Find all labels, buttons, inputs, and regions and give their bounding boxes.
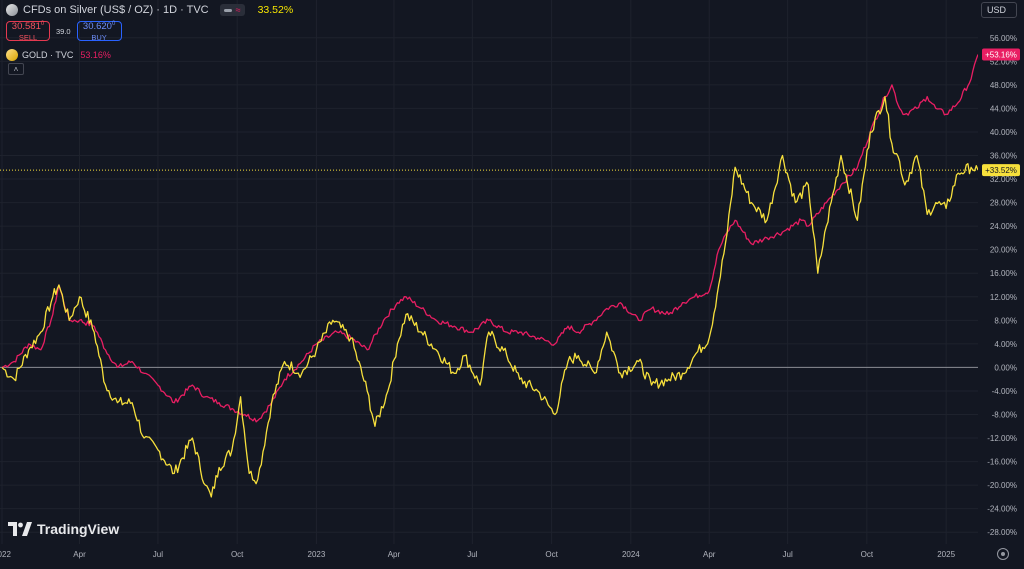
y-axis-background — [978, 0, 1024, 569]
x-axis[interactable]: 2022 Apr Jul Oct 2023 Apr Jul Oct 2024 Apr Jul Oct 2… — [0, 550, 956, 559]
compare-symbol-name: GOLD · TVC — [22, 50, 74, 60]
y-tick-label: -24.00% — [987, 505, 1017, 514]
collapse-legend-button[interactable]: ˄ — [8, 63, 24, 75]
y-tick-label: 36.00% — [990, 152, 1017, 161]
y-tick-label: 12.00% — [990, 293, 1017, 302]
last-value-label-silver: +33.52% — [982, 164, 1020, 177]
series-layer — [1, 54, 979, 498]
y-tick-label: 40.00% — [990, 128, 1017, 137]
visibility-toggle[interactable]: ≈ — [219, 4, 245, 16]
tradingview-logo: TradingView — [8, 521, 119, 537]
y-tick-label: -8.00% — [992, 411, 1017, 420]
last-value-text: +53.16% — [985, 50, 1017, 59]
spread-value: 39.0 — [56, 26, 71, 36]
compare-symbol-change: 53.16% — [80, 50, 111, 60]
symbol-title[interactable]: CFDs on Silver (US$ / OZ) · 1D · TVC — [23, 4, 209, 16]
chart-settings-gear-icon[interactable] — [997, 548, 1009, 560]
x-tick-label: 2025 — [937, 550, 955, 559]
gold-symbol-icon — [6, 49, 18, 61]
series-line-gold — [1, 54, 979, 423]
x-tick-label: 2023 — [308, 550, 326, 559]
buy-button[interactable]: 30.6200 BUY — [76, 21, 122, 42]
y-tick-label: 24.00% — [990, 222, 1017, 231]
buy-price: 30.6200 — [82, 21, 116, 33]
chevron-up-icon: ˄ — [13, 64, 19, 74]
x-tick-label: Oct — [545, 550, 558, 559]
logo-text: TradingView — [37, 521, 120, 537]
x-tick-label: Jul — [467, 550, 477, 559]
y-tick-label: -28.00% — [987, 528, 1017, 537]
sell-label: SELL — [18, 32, 38, 42]
tradingview-logo-icon — [8, 522, 32, 536]
last-value-badge — [982, 48, 1020, 61]
y-tick-label: -20.00% — [987, 481, 1017, 490]
y-tick-label: 4.00% — [994, 340, 1017, 349]
last-value-badge — [982, 164, 1020, 177]
y-axis[interactable]: 56.00% 52.00% 48.00% 44.00% 40.00% 36.00% 32.0… — [978, 0, 1024, 569]
y-tick-label: 52.00% — [990, 57, 1017, 66]
y-tick-label: 0.00% — [994, 363, 1017, 372]
chart-grid — [0, 0, 978, 544]
x-tick-label: Apr — [388, 550, 401, 559]
y-tick-label: -4.00% — [992, 387, 1017, 396]
last-value-labels: +53.16% +33.52% — [982, 48, 1020, 177]
y-tick-label: -16.00% — [987, 458, 1017, 467]
buy-label: BUY — [91, 32, 107, 42]
y-tick-label: 56.00% — [990, 34, 1017, 43]
y-tick-label: 28.00% — [990, 199, 1017, 208]
y-tick-label: 20.00% — [990, 246, 1017, 255]
x-tick-label: 2022 — [0, 550, 11, 559]
y-tick-label: 8.00% — [994, 316, 1017, 325]
currency-selector[interactable]: USD — [981, 2, 1017, 18]
y-tick-label: 48.00% — [990, 81, 1017, 90]
y-tick-label: 32.00% — [990, 175, 1017, 184]
last-value-label-gold: +53.16% — [982, 48, 1020, 61]
x-tick-label: Oct — [231, 550, 244, 559]
x-tick-label: Oct — [861, 550, 874, 559]
x-tick-label: 2024 — [622, 550, 640, 559]
sell-button[interactable]: 30.5810 SELL — [6, 21, 50, 42]
eye-icon — [223, 8, 232, 12]
last-value-text: +33.52% — [985, 166, 1017, 175]
silver-symbol-icon — [6, 4, 18, 16]
trade-panel: 30.5810 SELL 39.0 30.6200 BUY — [6, 21, 122, 42]
compare-symbol-legend[interactable]: GOLD · TVC 53.16% — [6, 49, 111, 61]
x-tick-label: Jul — [153, 550, 163, 559]
series-line-silver — [1, 95, 979, 498]
y-tick-label: -12.00% — [987, 434, 1017, 443]
chart-header: CFDs on Silver (US$ / OZ) · 1D · TVC ≈ 3… — [6, 2, 293, 18]
sell-price: 30.5810 — [11, 21, 45, 33]
x-tick-label: Apr — [703, 550, 716, 559]
y-tick-label: 44.00% — [990, 104, 1017, 113]
x-tick-label: Jul — [783, 550, 793, 559]
y-tick-label: 16.00% — [990, 269, 1017, 278]
settings-lines-icon: ≈ — [235, 5, 241, 15]
x-tick-label: Apr — [73, 550, 86, 559]
symbol-change: 33.52% — [257, 4, 294, 16]
